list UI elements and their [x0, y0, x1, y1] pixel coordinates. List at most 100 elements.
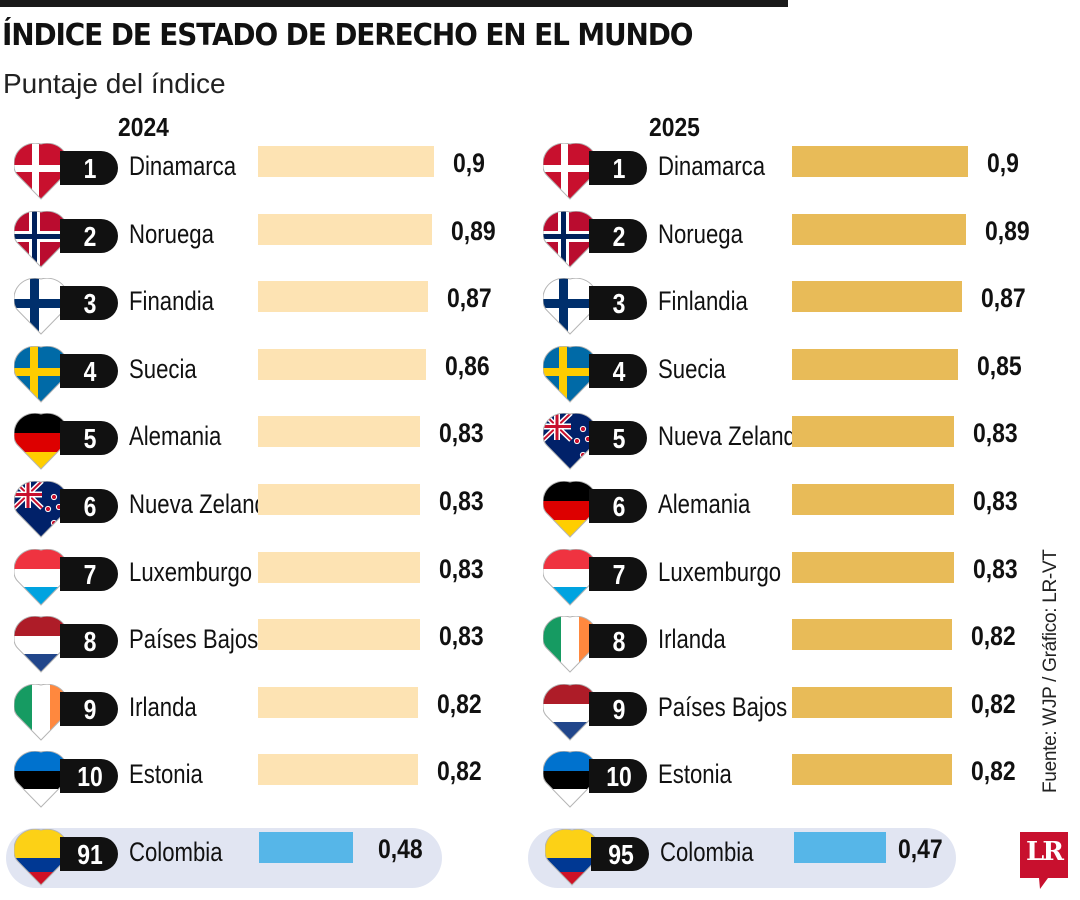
rank-number: 9: [83, 693, 97, 725]
finland-flag-icon: [14, 278, 68, 335]
country-name: Irlanda: [658, 624, 726, 655]
country-name: Estonia: [129, 759, 203, 790]
rank-pill: [589, 421, 647, 456]
norway-flag-icon: [543, 210, 597, 268]
value-label: 0,83: [439, 621, 484, 652]
value-label: 0,82: [971, 756, 1016, 787]
lr-logo-shape: [1020, 832, 1068, 889]
germany-flag-icon: [543, 481, 597, 538]
rank-pill: [589, 353, 647, 388]
luxembourg-flag-icon: [14, 548, 68, 606]
ranking-row: 1 Dinamarca 0,9: [14, 142, 514, 202]
rank-number: 8: [83, 626, 97, 658]
value-label: 0,82: [971, 621, 1016, 652]
value-label: 0,82: [437, 756, 482, 787]
value-label: 0,83: [439, 418, 484, 449]
rank-pill: [60, 489, 118, 523]
rank-pill: [589, 151, 647, 185]
flag-badge: [543, 413, 597, 471]
rank-number: 6: [83, 491, 97, 522]
highlight-row: 95 Colombia 0,47: [545, 828, 965, 888]
country-name: Irlanda: [129, 691, 197, 722]
rank-number: 9: [612, 693, 626, 725]
flag-badge: [545, 829, 599, 887]
ranking-row: 10 Estonia 0,82: [543, 750, 1043, 810]
ranking-row: 5 Alemania 0,83: [14, 412, 514, 472]
rank-number: 2: [612, 220, 626, 252]
flag-badge: [14, 278, 68, 336]
rank-number: 95: [608, 839, 634, 870]
flag-badge: [14, 210, 68, 269]
sweden-flag-icon: [543, 345, 597, 403]
country-name: Finlandia: [658, 286, 748, 317]
value-label: 0,82: [437, 688, 482, 719]
rank-pill: [589, 691, 647, 726]
country-name: Estonia: [658, 759, 732, 790]
country-name: Luxemburgo: [658, 556, 782, 587]
rank-pill: [60, 624, 118, 659]
rank-number: 7: [612, 558, 626, 590]
country-name: Dinamarca: [658, 151, 766, 181]
flag-badge: [14, 683, 68, 742]
ranking-row: 4 Suecia 0,85: [543, 345, 1043, 405]
ranking-row: 7 Luxemburgo 0,83: [14, 548, 514, 608]
ranking-row: 10 Estonia 0,82: [14, 750, 514, 810]
value-label: 0,48: [378, 834, 423, 864]
ranking-row: 2 Noruega 0,89: [14, 210, 514, 270]
estonia-flag-icon: [14, 751, 68, 809]
lr-logo-text: LR: [1026, 837, 1064, 867]
rank-number: 4: [612, 355, 626, 387]
rank-number: 2: [83, 220, 97, 252]
colombia-flag-icon: [545, 829, 599, 886]
flag-badge: [543, 143, 597, 201]
country-name: Colombia: [129, 837, 223, 867]
rank-number: 3: [612, 288, 626, 320]
rank-pill: [591, 837, 649, 871]
country-name: Suecia: [129, 353, 197, 384]
ranking-row: 6 Alemania 0,83: [543, 480, 1043, 540]
value-bar: [792, 484, 954, 515]
value-bar: [258, 281, 428, 313]
ranking-row: 7 Luxemburgo 0,83: [543, 548, 1043, 608]
country-name: Alemania: [658, 489, 751, 519]
value-bar: [258, 484, 420, 515]
value-label: 0,83: [973, 553, 1018, 584]
value-bar: [792, 551, 954, 583]
value-label: 0,85: [977, 350, 1022, 381]
country-name: Luxemburgo: [129, 556, 253, 587]
value-label: 0,82: [971, 688, 1016, 719]
ireland-flag-icon: [14, 683, 68, 741]
rank-number: 91: [77, 839, 103, 870]
top-rule: [0, 0, 788, 7]
netherlands-flag-icon: [543, 683, 597, 741]
value-bar: [792, 619, 952, 651]
country-name: Colombia: [660, 837, 754, 867]
country-name: Alemania: [129, 421, 222, 452]
country-name: Noruega: [658, 218, 743, 249]
new-zealand-flag-icon: [14, 481, 68, 538]
value-label: 0,83: [973, 418, 1018, 449]
new-zealand-flag-icon: [543, 413, 597, 471]
denmark-flag-icon: [14, 143, 68, 200]
country-name: Suecia: [658, 353, 726, 384]
rank-pill: [60, 837, 118, 871]
year-heading-2025: 2025: [649, 112, 700, 142]
flag-badge: [543, 481, 597, 539]
value-label: 0,47: [898, 834, 943, 864]
netherlands-flag-icon: [14, 616, 68, 673]
flag-badge: [543, 345, 597, 404]
luxembourg-flag-icon: [543, 548, 597, 606]
flag-badge: [14, 143, 68, 201]
flag-badge: [543, 278, 597, 336]
ranking-row: 1 Dinamarca 0,9: [543, 142, 1043, 202]
country-name: Países Bajos: [658, 691, 788, 722]
flag-badge: [14, 548, 68, 607]
rank-pill: [60, 421, 118, 456]
country-name: Dinamarca: [129, 151, 237, 181]
ranking-row: 9 Irlanda 0,82: [14, 683, 514, 743]
lr-logo: LR: [1020, 832, 1068, 890]
flag-badge: [543, 548, 597, 607]
flag-badge: [14, 481, 68, 539]
source-credit: Fuente: WJP / Gráfico: LR-VT: [1040, 549, 1061, 793]
rank-number: 5: [83, 423, 97, 455]
